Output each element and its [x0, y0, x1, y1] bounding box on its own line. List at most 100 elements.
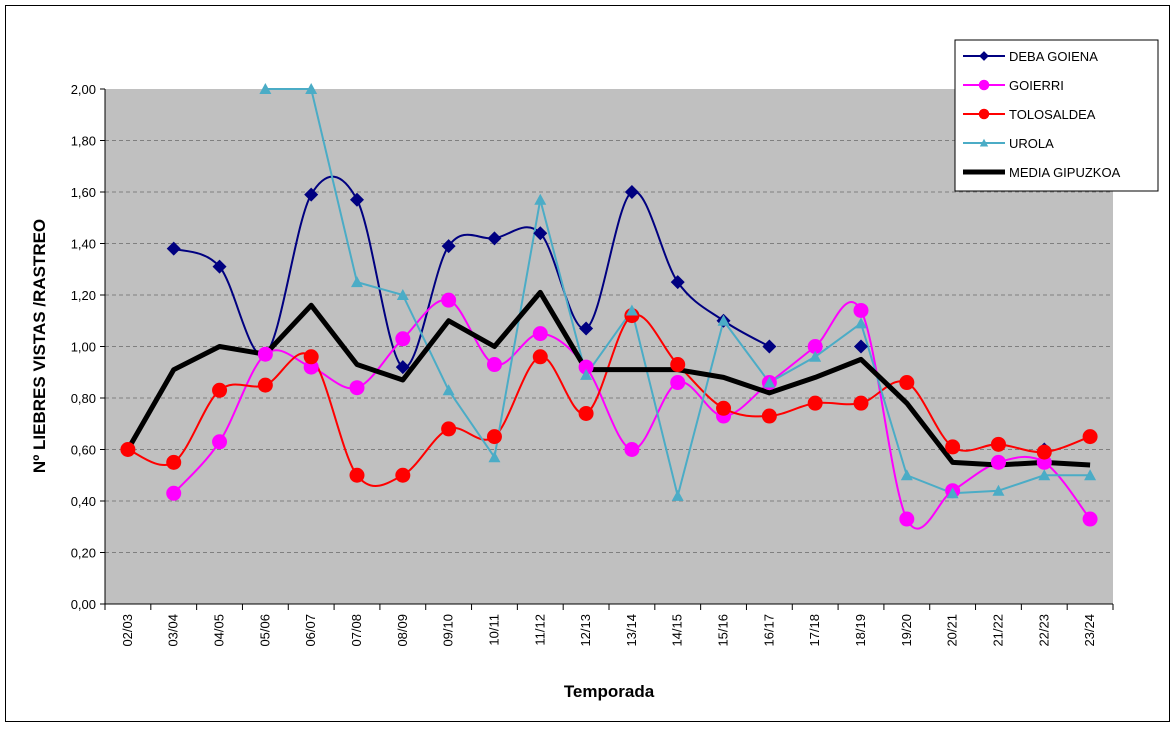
legend-label: UROLA: [1009, 136, 1054, 151]
marker-triangle: [855, 317, 867, 329]
marker-diamond: [166, 241, 181, 256]
marker-diamond: [762, 339, 777, 354]
x-tick-label: 23/24: [1082, 614, 1097, 647]
x-tick-label: 19/20: [899, 614, 914, 647]
marker-circle: [1082, 511, 1098, 527]
x-tick-label: 03/04: [166, 614, 181, 647]
marker-diamond: [533, 226, 548, 241]
marker-circle: [166, 454, 182, 470]
marker-diamond: [670, 275, 685, 290]
marker-triangle: [809, 350, 822, 362]
x-tick-label: 06/07: [303, 614, 318, 647]
marker-circle: [166, 485, 182, 501]
marker-circle: [990, 436, 1006, 452]
y-tick-label: 1,80: [71, 134, 96, 149]
x-tick-label: 10/11: [486, 614, 501, 646]
marker-circle: [761, 408, 777, 424]
marker-circle: [670, 375, 686, 391]
marker-triangle: [1038, 469, 1051, 481]
marker-circle: [807, 339, 823, 354]
marker-triangle: [900, 469, 913, 481]
marker-circle: [899, 511, 915, 527]
marker-circle: [978, 108, 990, 120]
marker-circle: [716, 400, 732, 416]
marker-circle: [1036, 454, 1052, 470]
x-tick-label: 04/05: [212, 614, 227, 647]
x-tick-label: 15/16: [716, 614, 731, 647]
legend-label: GOIERRI: [1009, 78, 1064, 93]
marker-circle: [486, 429, 502, 445]
x-tick-label: 16/17: [761, 614, 776, 647]
legend-label: TOLOSALDEA: [1009, 107, 1096, 122]
marker-circle: [1036, 444, 1052, 460]
y-tick-label: 0,20: [71, 546, 96, 561]
marker-triangle: [305, 83, 318, 94]
marker-diamond: [854, 339, 868, 354]
x-tick-label: 17/18: [807, 614, 822, 647]
marker-circle: [349, 380, 365, 396]
marker-circle: [624, 442, 640, 457]
x-axis-title: Temporada: [564, 682, 655, 701]
x-tick-label: 08/09: [395, 614, 410, 647]
y-tick-label: 1,20: [71, 288, 96, 303]
marker-circle: [990, 454, 1006, 470]
marker-triangle: [396, 289, 409, 300]
marker-triangle: [992, 484, 1005, 496]
x-tick-label: 09/10: [441, 614, 456, 647]
marker-circle: [349, 467, 365, 483]
marker-triangle: [717, 314, 730, 326]
marker-circle: [1082, 429, 1098, 445]
y-tick-label: 0,80: [71, 391, 96, 406]
marker-circle: [212, 434, 228, 450]
x-tick-label: 20/21: [945, 614, 960, 647]
y-tick-label: 0,60: [71, 443, 96, 458]
marker-diamond: [304, 187, 319, 202]
marker-triangle: [442, 384, 455, 396]
marker-diamond: [979, 51, 989, 61]
marker-circle: [212, 382, 228, 398]
y-tick-label: 1,00: [71, 340, 96, 355]
marker-diamond: [441, 239, 456, 254]
x-tick-label: 13/14: [624, 614, 639, 647]
marker-circle: [899, 375, 915, 391]
marker-circle: [303, 349, 319, 365]
y-axis-title: Nº LIEBRES VISTAS /RASTREO: [30, 219, 49, 473]
marker-diamond: [487, 231, 502, 246]
marker-triangle: [671, 489, 684, 501]
y-tick-label: 1,60: [71, 185, 96, 200]
marker-diamond: [395, 360, 410, 375]
marker-circle: [303, 359, 319, 375]
x-tick-label: 21/22: [990, 614, 1005, 647]
series-line: [172, 298, 1091, 530]
marker-circle: [395, 467, 411, 483]
marker-circle: [395, 331, 411, 347]
marker-triangle: [946, 487, 959, 499]
marker-circle: [853, 395, 869, 411]
y-tick-label: 0,00: [71, 597, 96, 612]
marker-triangle: [351, 276, 363, 288]
marker-circle: [257, 377, 273, 393]
series-line: [125, 289, 1091, 468]
marker-circle: [257, 346, 273, 362]
marker-circle: [532, 326, 548, 342]
x-tick-label: 12/13: [578, 614, 593, 647]
marker-circle: [441, 292, 457, 308]
marker-circle: [120, 442, 136, 457]
marker-circle: [807, 395, 823, 411]
marker-circle: [978, 79, 990, 91]
y-tick-label: 0,40: [71, 494, 96, 509]
marker-circle: [532, 349, 548, 365]
marker-circle: [578, 359, 594, 375]
marker-diamond: [579, 321, 594, 336]
x-tick-label: 14/15: [670, 614, 685, 647]
marker-circle: [441, 421, 457, 437]
y-tick-label: 2,00: [71, 82, 96, 97]
marker-diamond: [624, 185, 639, 199]
x-tick-label: 11/12: [532, 614, 547, 646]
x-tick-label: 18/19: [853, 614, 868, 647]
marker-triangle: [580, 368, 593, 380]
marker-triangle: [625, 304, 638, 316]
x-tick-label: 22/23: [1036, 614, 1051, 647]
x-tick-label: 02/03: [120, 614, 135, 647]
